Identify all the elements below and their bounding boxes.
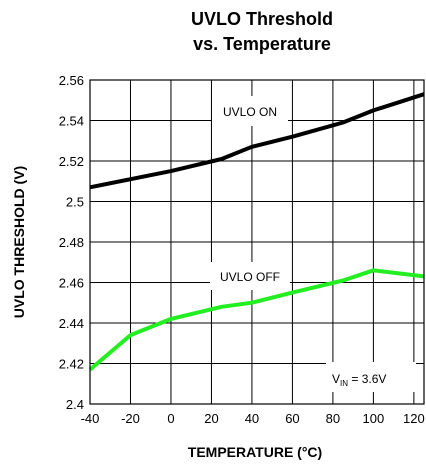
y-tick-label: 2.5 (66, 195, 84, 210)
x-tick-label: 40 (245, 411, 259, 426)
x-axis-label: TEMPERATURE (°C) (188, 444, 322, 460)
x-tick-label: 0 (167, 411, 174, 426)
vin-annotation-text: VIN = 3.6V (332, 372, 386, 388)
x-tick-label: -20 (121, 411, 140, 426)
y-tick-label: 2.48 (59, 235, 84, 250)
uvlo-on-label-box: UVLO ON (212, 96, 288, 126)
uvlo-off-series-line (88, 268, 425, 372)
plot-frame (89, 79, 425, 405)
y-tick-label: 2.4 (66, 397, 84, 412)
y-axis-label: UVLO THRESHOLD (V) (11, 166, 27, 318)
uvlo-off-label-box: UVLO OFF (210, 262, 290, 290)
x-tick-label: 60 (285, 411, 299, 426)
uvlo-on-series-line (89, 92, 425, 190)
chart-title-line-1: UVLO Threshold (191, 9, 333, 29)
x-axis-ticks: -40 -20 0 20 40 60 80 100 120 (81, 411, 425, 426)
x-tick-label: 100 (363, 411, 385, 426)
uvlo-on-label: UVLO ON (223, 105, 277, 119)
y-axis-ticks: 2.4 2.42 2.44 2.46 2.48 2.5 2.52 2.54 2.56 (59, 73, 84, 412)
uvlo-off-label: UVLO OFF (220, 270, 280, 284)
uvlo-off-label-background (210, 262, 290, 290)
x-tick-label: 80 (326, 411, 340, 426)
x-tick-label: 120 (403, 411, 425, 426)
y-tick-label: 2.52 (59, 154, 84, 169)
series-lines (88, 92, 425, 372)
vin-annotation-background (326, 362, 416, 392)
y-tick-label: 2.54 (59, 114, 84, 129)
vin-annotation: VIN = 3.6V (326, 362, 416, 392)
y-tick-label: 2.42 (59, 357, 84, 372)
chart-title-line-2: vs. Temperature (193, 34, 331, 54)
chart-grid (89, 79, 424, 405)
y-tick-label: 2.56 (59, 73, 84, 88)
x-tick-label: 20 (204, 411, 218, 426)
uvlo-on-label-background (212, 96, 288, 126)
y-tick-label: 2.46 (59, 276, 84, 291)
y-tick-label: 2.44 (59, 316, 84, 331)
x-tick-label: -40 (81, 411, 100, 426)
